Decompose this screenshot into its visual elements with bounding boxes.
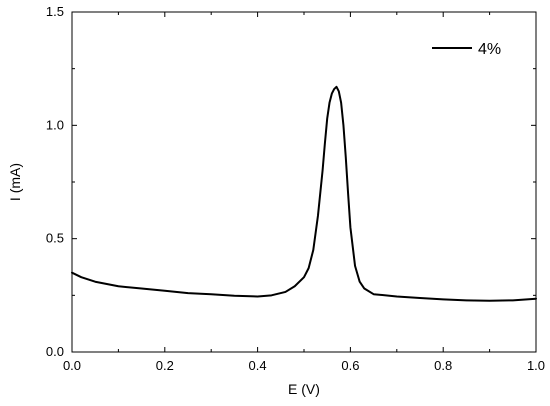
y-tick-label: 0.0: [46, 344, 64, 359]
series-line: [71, 85, 537, 302]
x-tick-label: 0.0: [63, 358, 81, 373]
y-tick-label: 0.5: [46, 231, 64, 246]
y-tick-label: 1.5: [46, 4, 64, 19]
x-tick-label: 0.2: [156, 358, 174, 373]
ticks: [71, 11, 537, 353]
series-layer: [71, 85, 537, 302]
legend-label: 4%: [478, 41, 501, 58]
x-tick-label: 0.6: [341, 358, 359, 373]
y-tick-label: 1.0: [46, 117, 64, 132]
y-axis-title: I (mA): [7, 163, 23, 201]
x-tick-label: 1.0: [527, 358, 545, 373]
x-tick-label: 0.4: [249, 358, 267, 373]
tick-labels: 0.0 0.2 0.4 0.6 0.8 1.0 0.0 0.5 1.0 1.5: [46, 4, 545, 373]
x-tick-label: 0.8: [434, 358, 452, 373]
x-axis-title: E (V): [288, 381, 320, 397]
